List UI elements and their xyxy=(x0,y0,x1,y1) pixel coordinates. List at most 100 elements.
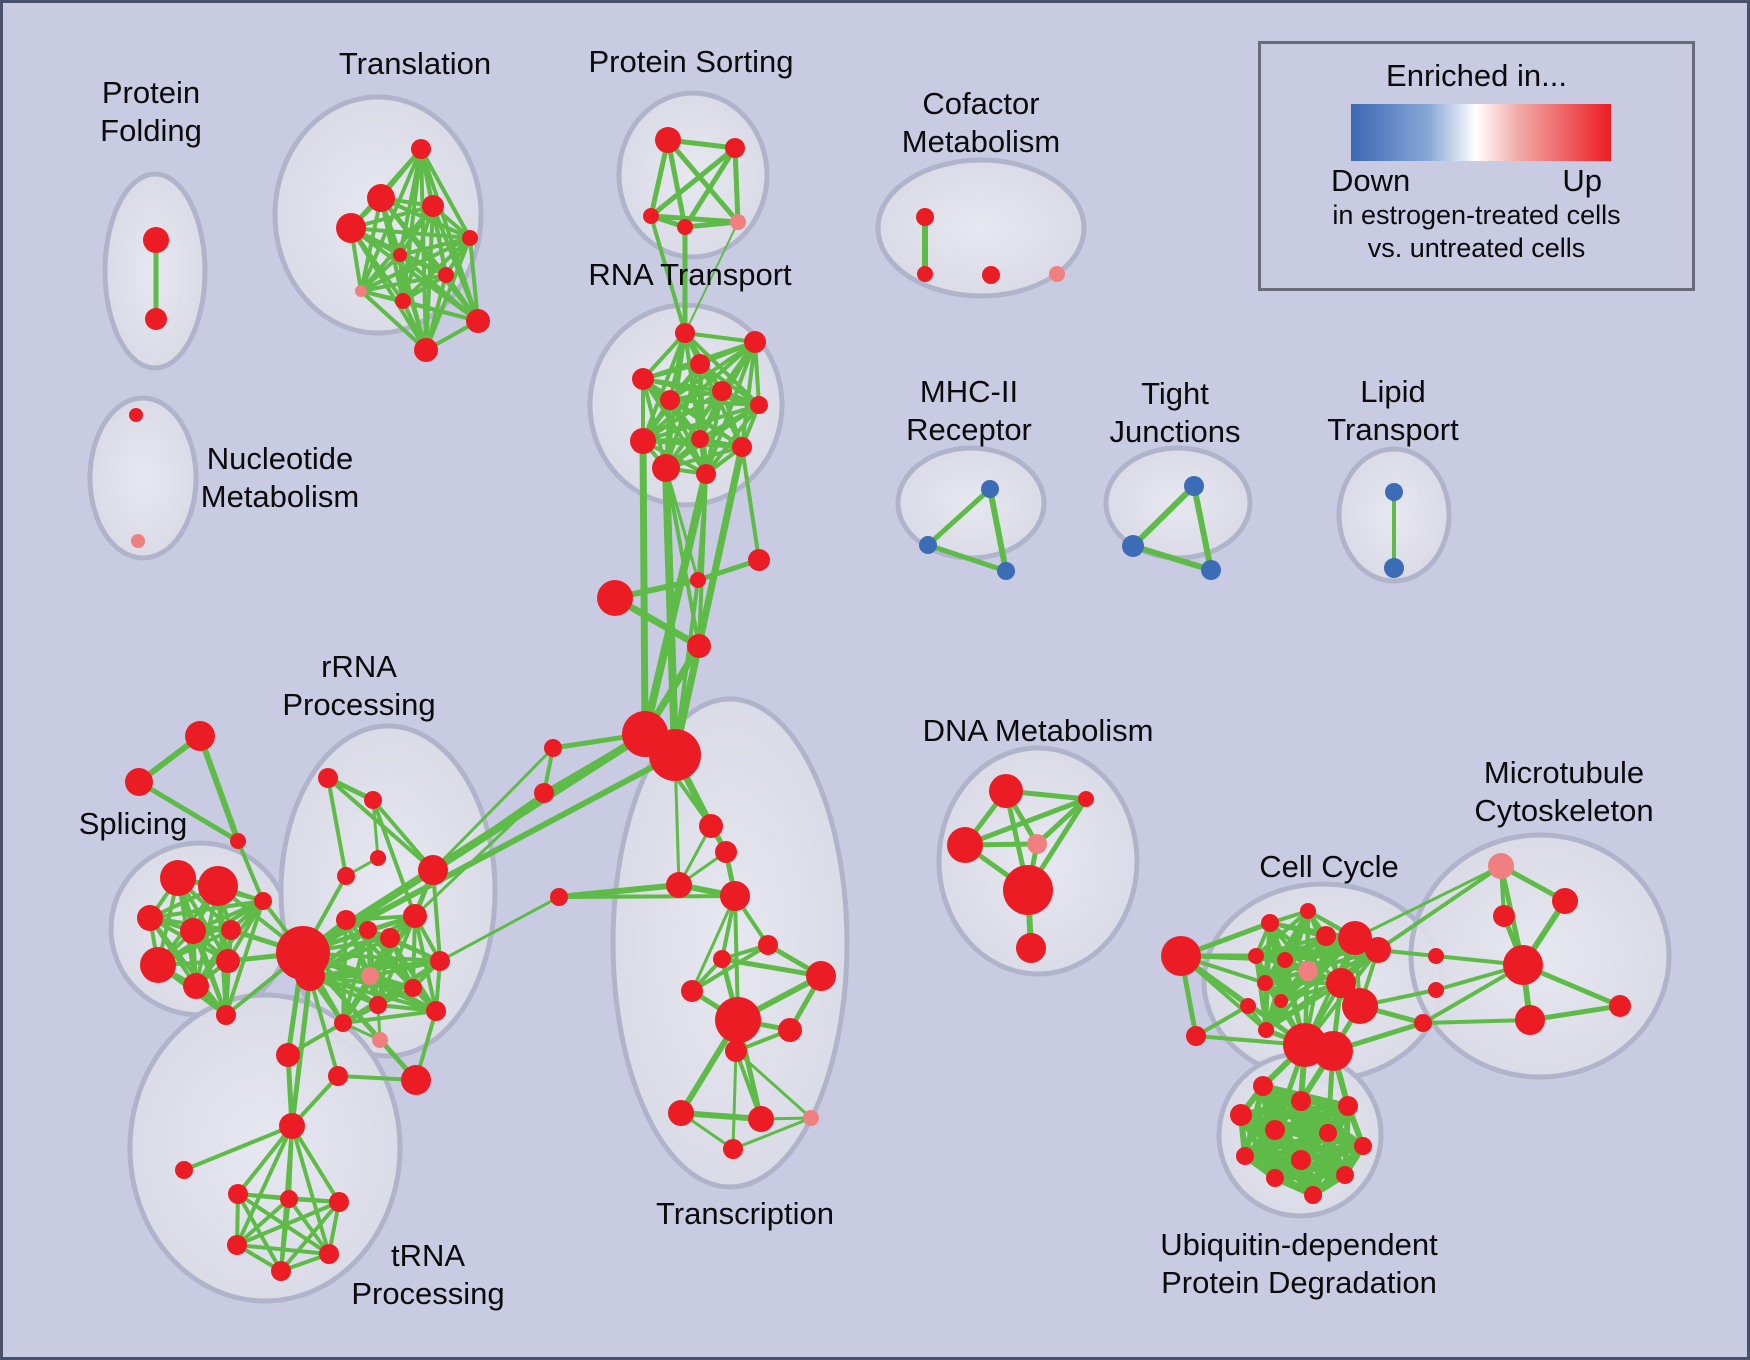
edge-RT6-RT7[interactable] xyxy=(668,398,761,407)
node-TP2[interactable] xyxy=(228,1184,248,1204)
node-RR14[interactable] xyxy=(369,996,387,1014)
edge-RT4-RT7[interactable] xyxy=(641,377,761,407)
node-RR7[interactable] xyxy=(336,910,356,930)
node-U6[interactable] xyxy=(1319,1124,1337,1142)
node-RT8[interactable] xyxy=(630,428,656,454)
edge-RR6-RR14[interactable] xyxy=(376,914,417,1007)
edge-TR15-TR11[interactable] xyxy=(731,1049,738,1151)
node-RRH2[interactable] xyxy=(295,961,325,991)
node-TP4[interactable] xyxy=(329,1192,349,1212)
edge-RT12-H5[interactable] xyxy=(641,470,710,738)
node-RT1[interactable] xyxy=(675,323,695,343)
edge-TP4-TP7[interactable] xyxy=(279,1200,341,1273)
edge-TJ1-TJ2[interactable] xyxy=(1130,483,1197,549)
edge-TP3-TP6[interactable] xyxy=(287,1197,331,1256)
node-RT9[interactable] xyxy=(691,430,709,448)
node-T4[interactable] xyxy=(336,213,366,243)
edge-TPH-TP2[interactable] xyxy=(236,1124,294,1196)
edge-RR11-RR15[interactable] xyxy=(341,974,372,1025)
edge-C3-TR4[interactable] xyxy=(557,894,737,899)
node-PS2[interactable] xyxy=(725,138,745,158)
node-CC2[interactable] xyxy=(1261,914,1279,932)
node-MT5[interactable] xyxy=(1428,948,1444,964)
node-D2[interactable] xyxy=(1078,791,1094,807)
node-PS4[interactable] xyxy=(677,219,693,235)
node-TR14[interactable] xyxy=(803,1110,819,1126)
node-TJ1[interactable] xyxy=(1184,476,1204,496)
edge-RT2-RT10[interactable] xyxy=(740,340,757,449)
node-TP6[interactable] xyxy=(319,1244,339,1264)
edge-TPH-TP6[interactable] xyxy=(290,1124,331,1256)
node-TP7[interactable] xyxy=(271,1261,291,1281)
node-H3[interactable] xyxy=(597,580,633,616)
edge-M1-M2[interactable] xyxy=(925,486,993,548)
node-H6[interactable] xyxy=(649,729,701,781)
node-CC12[interactable] xyxy=(1274,994,1288,1008)
node-RR12[interactable] xyxy=(404,979,422,997)
node-T7[interactable] xyxy=(438,267,454,283)
node-CC10[interactable] xyxy=(1326,968,1356,998)
node-S6[interactable] xyxy=(254,892,272,910)
node-T3[interactable] xyxy=(422,195,444,217)
node-RR8[interactable] xyxy=(359,921,377,939)
node-MT2[interactable] xyxy=(1552,888,1578,914)
node-CC14[interactable] xyxy=(1258,1022,1274,1038)
node-T8[interactable] xyxy=(355,285,367,297)
node-MT8[interactable] xyxy=(1515,1005,1545,1035)
node-TR8[interactable] xyxy=(681,980,703,1002)
edge-S3-S6[interactable] xyxy=(148,899,265,920)
edge-T6-T7[interactable] xyxy=(398,253,448,277)
edge-RR2-RR3[interactable] xyxy=(371,798,435,872)
edge-D2-D3[interactable] xyxy=(962,796,1089,848)
edge-RR8-RR15[interactable] xyxy=(341,928,370,1025)
edge-T5-T6[interactable] xyxy=(398,236,472,257)
node-D5[interactable] xyxy=(1003,865,1053,915)
node-PF2[interactable] xyxy=(145,308,167,330)
node-H1[interactable] xyxy=(748,549,770,571)
node-CC13[interactable] xyxy=(1240,998,1256,1014)
node-T6[interactable] xyxy=(393,248,407,262)
edge-T7-T8[interactable] xyxy=(359,273,448,293)
node-C1[interactable] xyxy=(544,739,562,757)
node-S1[interactable] xyxy=(160,860,196,896)
edge-U10-U11[interactable] xyxy=(1272,1172,1348,1181)
edge-RT7-RT11[interactable] xyxy=(664,403,761,470)
edge-MT1-CC6[interactable] xyxy=(1376,864,1503,952)
node-MT9[interactable] xyxy=(1609,995,1631,1017)
node-MT6[interactable] xyxy=(1428,982,1444,998)
node-TR11[interactable] xyxy=(725,1040,747,1062)
edge-T8-T11[interactable] xyxy=(359,289,428,352)
node-CC4[interactable] xyxy=(1316,926,1336,946)
node-T5[interactable] xyxy=(462,230,478,246)
node-T10[interactable] xyxy=(466,309,490,333)
node-NM2[interactable] xyxy=(131,534,145,548)
edge-X3-S6[interactable] xyxy=(236,839,265,903)
node-U12[interactable] xyxy=(1304,1186,1322,1204)
edge-PS1-PS5[interactable] xyxy=(665,137,741,225)
node-TR12[interactable] xyxy=(668,1100,694,1126)
edge-TP5-TP6[interactable] xyxy=(235,1243,331,1256)
node-CC5[interactable] xyxy=(1338,921,1372,955)
node-RR9[interactable] xyxy=(380,928,400,948)
edge-RR10-C3[interactable] xyxy=(438,895,561,963)
edge-TR5-TR8[interactable] xyxy=(690,943,770,993)
node-C2[interactable] xyxy=(534,783,554,803)
node-TR7[interactable] xyxy=(806,961,836,991)
node-CF2[interactable] xyxy=(917,266,933,282)
edge-TPH-TP4[interactable] xyxy=(290,1124,341,1204)
edge-S6-S7[interactable] xyxy=(156,899,265,967)
node-U7[interactable] xyxy=(1354,1137,1372,1155)
node-CC1[interactable] xyxy=(1161,936,1201,976)
node-S5[interactable] xyxy=(221,920,241,940)
edge-T7-T9[interactable] xyxy=(401,273,448,303)
edge-RRH-H5[interactable] xyxy=(299,730,649,957)
edge-H2-H6[interactable] xyxy=(673,578,700,757)
node-RT12[interactable] xyxy=(696,464,716,484)
edge-CC13-CC15[interactable] xyxy=(1194,1004,1250,1038)
node-MT4[interactable] xyxy=(1503,945,1543,985)
node-CF1[interactable] xyxy=(916,208,934,226)
node-RR3[interactable] xyxy=(418,855,448,885)
node-RR4[interactable] xyxy=(370,850,386,866)
node-U9[interactable] xyxy=(1291,1150,1311,1170)
node-S8[interactable] xyxy=(183,973,209,999)
